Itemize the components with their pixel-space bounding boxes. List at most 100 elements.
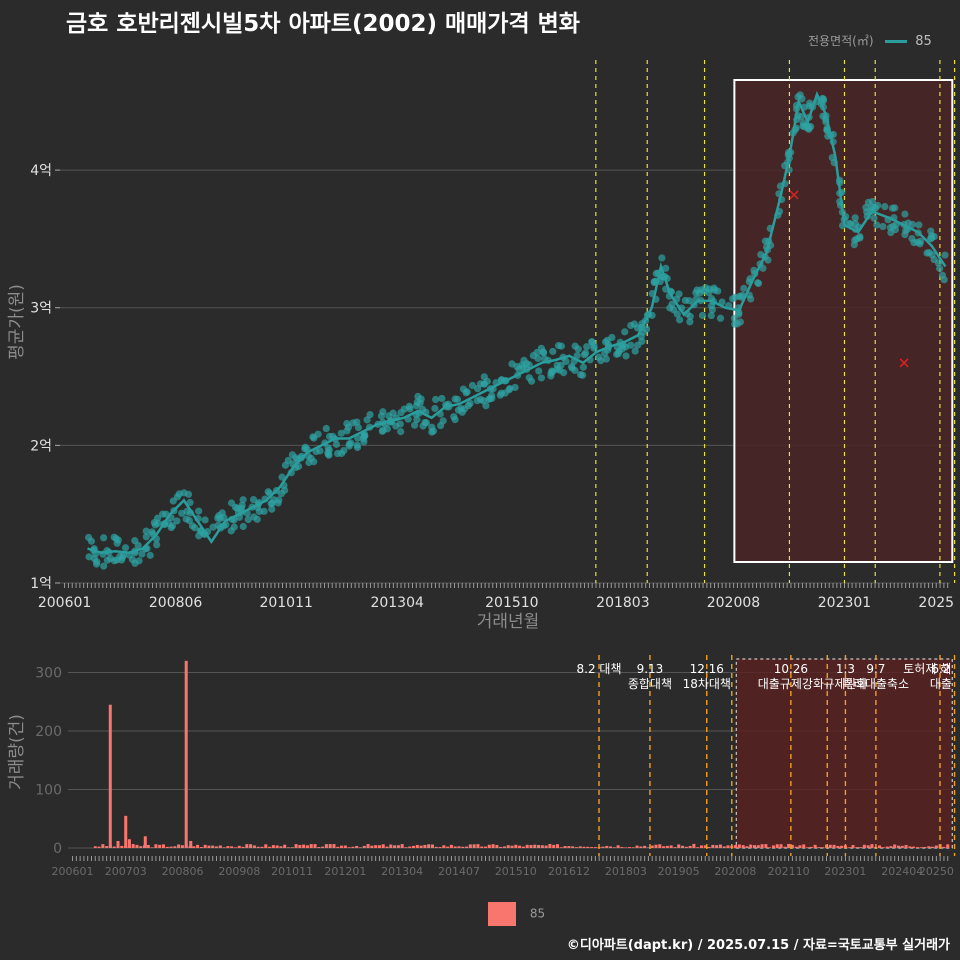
volume-bar [453,846,457,848]
volume-bar [252,845,256,848]
volume-bar [321,846,325,848]
volume-bar [495,844,499,848]
price-point [148,528,156,536]
volume-bar [108,704,112,848]
price-point [497,389,505,397]
y-tick-label: 1억 [30,576,52,592]
volume-bar [211,845,215,848]
price-point [167,523,175,532]
price-point [239,496,247,504]
price-point [477,395,485,404]
volume-bar [654,844,658,848]
volume-bar [150,847,154,848]
price-point [559,369,568,377]
volume-bar [305,845,309,848]
volume-bar [749,844,753,848]
vol-x-tick-label: 200703 [105,865,147,878]
price-point [378,427,386,435]
volume-bar [609,846,613,848]
price-point [379,408,387,416]
volume-bar [328,844,332,848]
vol-highlight-region [735,658,953,849]
volume-bar [215,846,219,848]
volume-bar [93,846,97,848]
volume-bar [927,846,931,848]
volume-bar [775,844,779,848]
price-point [485,395,493,403]
price-point [796,91,804,99]
volume-bar [135,844,139,848]
volume-bar [317,847,321,848]
volume-bar [389,844,393,848]
volume-bar [324,844,328,848]
price-point [554,342,563,350]
volume-bar [787,843,791,848]
volume-bar [794,846,798,848]
x-axis-title: 거래년월 [477,612,540,632]
vol-x-tick-label: 202008 [714,865,756,878]
volume-bar [457,846,461,848]
policy-label: 1.3 [836,662,855,676]
price-point [941,251,949,259]
price-point [676,316,684,324]
volume-bar [726,845,730,848]
price-point [405,402,413,410]
volume-bar [343,845,347,848]
volume-bar [230,846,234,848]
policy-label: 10.26 [774,662,808,676]
volume-bar [889,846,893,848]
vol-y-tick-label: 100 [35,783,62,799]
price-point [891,225,900,234]
highlight-region [733,79,954,563]
volume-bar [290,847,294,848]
price-point [333,449,342,458]
price-point [856,232,864,241]
volume-bar [593,847,597,848]
volume-bar [116,840,120,848]
price-point [343,427,351,435]
volume-bar [196,844,200,848]
price-point [185,516,194,525]
volume-bar [268,846,272,848]
volume-bar [681,845,685,848]
volume-bar [859,847,863,848]
volume-bar [313,844,317,848]
volume-bar [370,845,374,848]
volume-bar [298,845,302,848]
volume-bar [226,846,230,848]
price-point [343,419,351,428]
price-point [347,439,355,447]
price-point [227,499,236,507]
vol-x-tick-label: 200806 [162,865,204,878]
price-point [422,419,431,427]
price-point [708,302,716,310]
price-point [718,298,726,306]
price-point [93,558,101,566]
vol-x-tick-label: 201803 [605,865,647,878]
volume-bar [665,845,669,848]
volume-bar [840,845,844,848]
price-point [100,534,108,542]
volume-bar [537,845,541,848]
price-point [438,394,446,403]
price-point [662,264,670,272]
volume-bar [756,845,760,848]
legend-line-swatch [885,40,908,43]
volume-bar [707,846,711,848]
price-point [716,314,725,322]
volume-bar [120,845,124,848]
price-point [879,222,887,231]
policy-label: 대출규제강화 [758,677,824,691]
price-point [608,333,616,342]
policy-label: 종합대책 [628,676,672,691]
vol-y-tick-label: 200 [35,724,62,740]
volume-bar [264,844,268,848]
volume-bar [578,846,582,848]
price-point [673,310,681,318]
price-point [940,276,948,284]
price-point [881,203,889,211]
footer-credit: ©디아파트(dapt.kr) / 2025.07.15 / 자료=국토교통부 실… [566,938,950,953]
volume-bar [161,844,165,848]
price-point [366,410,374,419]
volume-bar [199,847,203,848]
